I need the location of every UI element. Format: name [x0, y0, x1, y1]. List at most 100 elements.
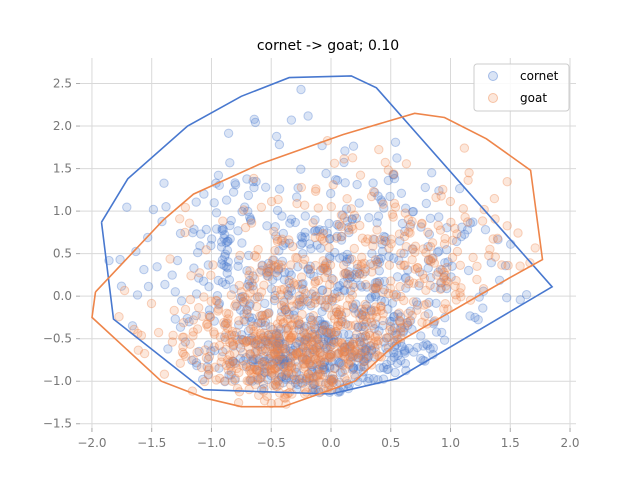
scatter-point	[187, 355, 197, 365]
scatter-point	[395, 323, 406, 333]
scatter-point	[309, 319, 320, 330]
scatter-point	[374, 257, 385, 267]
scatter-point	[364, 350, 374, 361]
scatter-point	[266, 365, 276, 375]
scatter-point	[244, 376, 254, 386]
scatter-point	[303, 264, 313, 275]
scatter-point	[360, 345, 370, 356]
scatter-point	[310, 348, 320, 358]
scatter-point	[249, 332, 259, 342]
scatter-point	[252, 292, 263, 302]
scatter-point	[185, 294, 196, 305]
scatter-point	[274, 369, 285, 379]
scatter-point	[325, 253, 335, 264]
scatter-point	[290, 217, 300, 228]
scatter-point	[243, 326, 254, 336]
scatter-point	[421, 247, 431, 258]
scatter-point	[318, 351, 328, 361]
scatter-point	[450, 290, 461, 300]
scatter-point	[308, 346, 318, 357]
scatter-point	[223, 318, 233, 328]
scatter-point	[256, 339, 267, 349]
scatter-point	[320, 320, 330, 331]
scatter-point	[502, 177, 512, 187]
scatter-point	[369, 324, 379, 334]
scatter-point	[261, 346, 271, 357]
scatter-point	[486, 258, 496, 268]
scatter-point	[315, 343, 325, 353]
scatter-point	[292, 350, 303, 360]
scatter-point	[365, 259, 376, 269]
scatter-point	[259, 328, 269, 338]
scatter-point	[303, 111, 313, 121]
scatter-point	[199, 292, 209, 302]
scatter-point	[306, 320, 316, 330]
scatter-point	[403, 279, 414, 289]
scatter-point	[237, 335, 248, 345]
scatter-point	[339, 154, 349, 164]
scatter-point	[349, 370, 359, 380]
scatter-point	[269, 226, 279, 237]
scatter-point	[440, 258, 450, 268]
scatter-point	[278, 317, 289, 328]
scatter-point	[322, 287, 333, 297]
scatter-point	[357, 282, 367, 292]
scatter-point	[407, 244, 417, 254]
scatter-point	[415, 278, 425, 288]
scatter-point	[313, 203, 323, 213]
scatter-point	[247, 278, 257, 288]
scatter-point	[245, 288, 255, 298]
scatter-point	[337, 338, 347, 348]
scatter-point	[265, 342, 275, 352]
scatter-point	[326, 327, 337, 337]
scatter-point	[438, 184, 448, 195]
scatter-point	[266, 364, 276, 374]
scatter-point	[462, 225, 473, 235]
scatter-point	[342, 254, 353, 264]
scatter-point	[317, 306, 327, 317]
scatter-point	[227, 326, 238, 337]
scatter-point	[410, 241, 421, 251]
scatter-point	[282, 307, 292, 317]
scatter-point	[273, 259, 283, 269]
scatter-point	[348, 280, 358, 290]
scatter-point	[308, 359, 318, 370]
scatter-point	[241, 353, 251, 363]
scatter-point	[286, 375, 297, 385]
scatter-point	[284, 267, 294, 277]
scatter-point	[133, 345, 144, 355]
scatter-point	[489, 193, 500, 204]
scatter-point	[456, 292, 466, 302]
scatter-point	[359, 356, 369, 367]
scatter-point	[272, 356, 282, 366]
scatter-point	[216, 242, 227, 252]
scatter-point	[280, 348, 291, 358]
scatter-point	[340, 373, 350, 383]
scatter-point	[234, 280, 245, 291]
scatter-point	[376, 295, 386, 306]
scatter-point	[383, 332, 394, 342]
scatter-point	[244, 312, 255, 322]
scatter-point	[464, 168, 474, 178]
scatter-point	[281, 343, 291, 354]
scatter-point	[308, 340, 318, 351]
scatter-point	[387, 326, 398, 336]
scatter-point	[369, 234, 379, 245]
scatter-point	[378, 320, 388, 331]
scatter-point	[343, 354, 353, 364]
scatter-point	[307, 315, 318, 325]
x-tick-label: 0.0	[321, 436, 340, 450]
scatter-point	[399, 248, 409, 259]
scatter-point	[381, 236, 391, 247]
scatter-point	[203, 369, 214, 380]
scatter-point	[374, 266, 384, 276]
scatter-point	[286, 260, 296, 270]
scatter-point	[448, 235, 458, 246]
scatter-point	[307, 329, 318, 339]
scatter-point	[344, 270, 355, 280]
scatter-point	[301, 387, 312, 397]
scatter-point	[346, 357, 356, 368]
scatter-point	[358, 310, 368, 320]
scatter-point	[192, 347, 202, 357]
scatter-point	[287, 320, 297, 330]
